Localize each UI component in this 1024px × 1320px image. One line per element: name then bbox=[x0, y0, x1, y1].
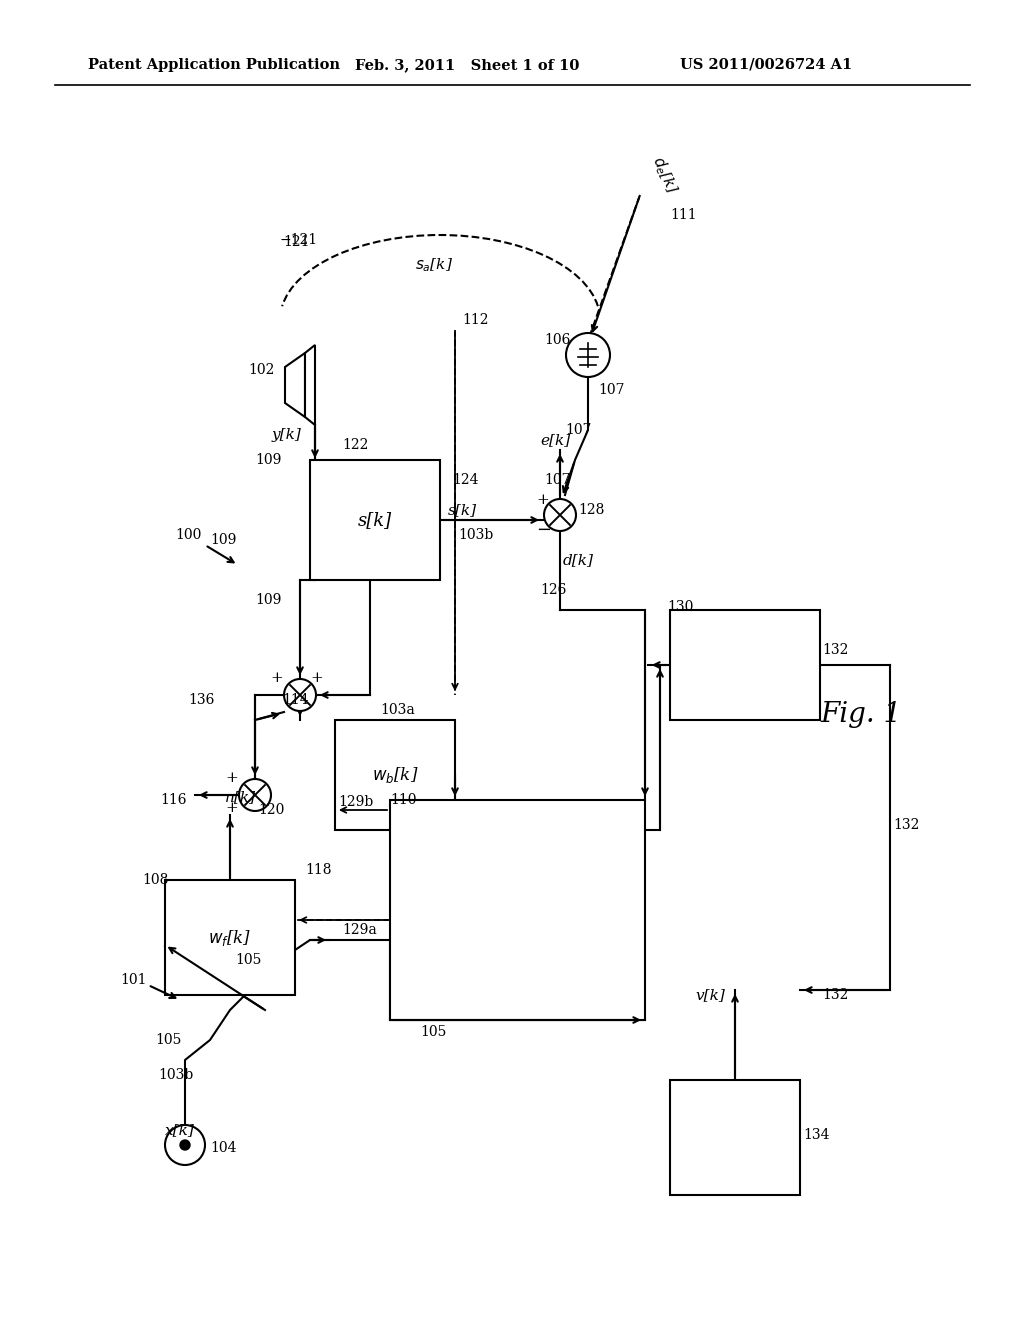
Text: x[k]: x[k] bbox=[165, 1123, 195, 1137]
Text: 116: 116 bbox=[160, 793, 186, 807]
Text: 107: 107 bbox=[565, 422, 592, 437]
Text: US 2011/0026724 A1: US 2011/0026724 A1 bbox=[680, 58, 852, 73]
Text: 130: 130 bbox=[667, 601, 693, 614]
Text: 103a: 103a bbox=[380, 704, 415, 717]
Text: e[k]: e[k] bbox=[540, 433, 570, 447]
Text: 106: 106 bbox=[544, 333, 570, 347]
Text: 103b: 103b bbox=[158, 1068, 194, 1082]
Text: 102: 102 bbox=[248, 363, 274, 378]
Text: +: + bbox=[536, 492, 549, 507]
Text: 100: 100 bbox=[175, 528, 202, 543]
Text: 118: 118 bbox=[305, 863, 332, 876]
Text: n[k]: n[k] bbox=[225, 789, 256, 804]
Text: 109: 109 bbox=[255, 593, 282, 607]
Text: 111: 111 bbox=[670, 209, 696, 222]
Circle shape bbox=[284, 678, 316, 711]
Text: +: + bbox=[310, 671, 323, 685]
Text: +: + bbox=[225, 801, 238, 814]
Circle shape bbox=[180, 1140, 190, 1150]
Circle shape bbox=[544, 499, 575, 531]
Text: 122: 122 bbox=[342, 438, 369, 451]
Text: −121: −121 bbox=[280, 234, 318, 247]
Text: 101: 101 bbox=[120, 973, 146, 987]
Text: 105: 105 bbox=[234, 953, 261, 968]
Text: 110: 110 bbox=[390, 793, 417, 807]
Text: 109: 109 bbox=[255, 453, 282, 467]
Text: 109: 109 bbox=[210, 533, 237, 546]
Text: 105: 105 bbox=[155, 1034, 181, 1047]
Text: Feb. 3, 2011   Sheet 1 of 10: Feb. 3, 2011 Sheet 1 of 10 bbox=[355, 58, 580, 73]
Text: $d_e$[k]: $d_e$[k] bbox=[648, 153, 682, 197]
Text: 134: 134 bbox=[803, 1129, 829, 1142]
Text: $w_f$[k]: $w_f$[k] bbox=[208, 928, 252, 948]
Text: 129a: 129a bbox=[342, 923, 377, 937]
Text: s[k]: s[k] bbox=[449, 503, 477, 517]
Text: $s_a$[k]: $s_a$[k] bbox=[415, 256, 453, 273]
Circle shape bbox=[165, 1125, 205, 1166]
Bar bbox=[335, 719, 455, 830]
Text: d[k]: d[k] bbox=[563, 553, 594, 568]
Text: v[k]: v[k] bbox=[695, 987, 725, 1002]
Text: 104: 104 bbox=[210, 1140, 237, 1155]
Text: y[k]: y[k] bbox=[272, 428, 302, 442]
Text: 136: 136 bbox=[188, 693, 214, 708]
Text: s[k]: s[k] bbox=[358, 511, 392, 529]
Text: 120: 120 bbox=[258, 803, 285, 817]
Text: 103b: 103b bbox=[458, 528, 494, 543]
Text: 128: 128 bbox=[578, 503, 604, 517]
Circle shape bbox=[566, 333, 610, 378]
Text: 108: 108 bbox=[142, 873, 168, 887]
Bar bbox=[670, 610, 820, 719]
Circle shape bbox=[239, 779, 271, 810]
Text: 105: 105 bbox=[420, 1026, 446, 1039]
Bar bbox=[670, 1080, 800, 1195]
Text: 112: 112 bbox=[462, 313, 488, 327]
Polygon shape bbox=[305, 345, 315, 425]
Text: 126: 126 bbox=[540, 583, 566, 597]
Text: −: − bbox=[536, 521, 551, 539]
Text: Fig. 1: Fig. 1 bbox=[820, 701, 901, 729]
Text: 124: 124 bbox=[452, 473, 478, 487]
Bar bbox=[390, 800, 645, 1020]
Bar bbox=[310, 459, 440, 579]
Text: $w_b$[k]: $w_b$[k] bbox=[372, 766, 418, 785]
Text: 107: 107 bbox=[598, 383, 625, 397]
Text: +: + bbox=[225, 771, 238, 785]
Text: 107: 107 bbox=[544, 473, 570, 487]
Text: 121: 121 bbox=[283, 235, 309, 249]
Text: Patent Application Publication: Patent Application Publication bbox=[88, 58, 340, 73]
Polygon shape bbox=[285, 352, 305, 417]
Text: +: + bbox=[270, 671, 283, 685]
Text: 132: 132 bbox=[822, 643, 848, 657]
Text: 129b: 129b bbox=[338, 795, 374, 809]
Text: 132: 132 bbox=[893, 818, 920, 832]
Text: 114: 114 bbox=[282, 693, 308, 708]
Bar bbox=[165, 880, 295, 995]
Text: 132: 132 bbox=[822, 987, 848, 1002]
